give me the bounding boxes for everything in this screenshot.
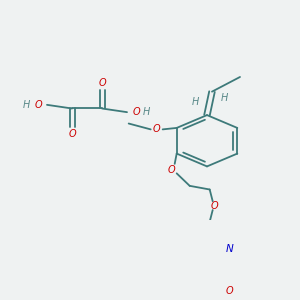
Text: N: N xyxy=(226,244,234,254)
Text: O: O xyxy=(153,124,160,134)
Text: O: O xyxy=(211,201,218,211)
Text: O: O xyxy=(132,107,140,117)
Text: O: O xyxy=(226,286,233,296)
Text: O: O xyxy=(68,129,76,139)
Text: O: O xyxy=(98,78,106,88)
Text: H: H xyxy=(220,92,228,103)
Text: H: H xyxy=(142,107,150,117)
Text: H: H xyxy=(22,100,30,110)
Text: O: O xyxy=(168,165,176,175)
Text: H: H xyxy=(191,97,199,107)
Text: O: O xyxy=(34,100,42,110)
